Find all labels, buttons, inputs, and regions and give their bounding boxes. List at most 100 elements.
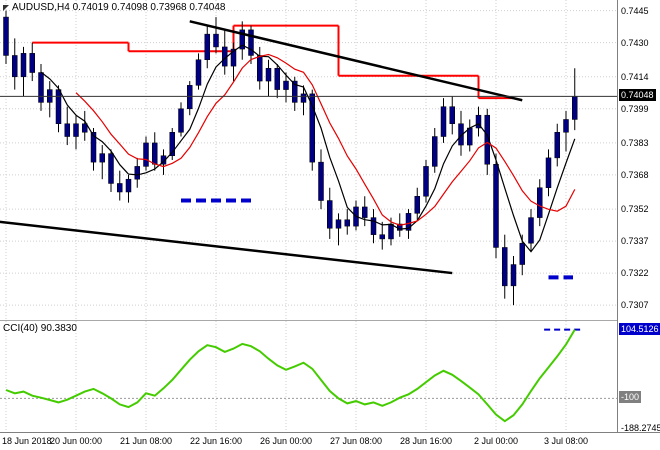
candle-body (502, 247, 508, 287)
candle-body (73, 123, 79, 137)
moving-average-line (75, 53, 576, 226)
price-axis-label: 0.7383 (621, 137, 649, 148)
candle-body (90, 132, 97, 163)
price-axis-label: 0.7322 (621, 268, 649, 279)
cci-value-tag: 104.5126 (619, 322, 660, 335)
candle-body (467, 127, 473, 146)
candle-body (563, 119, 569, 133)
cci-min-label: -188.2745 (621, 423, 660, 434)
candle-body (519, 242, 525, 265)
cci-indicator-pane: CCI(40) 90.3830 (0, 320, 617, 432)
candle-body (388, 223, 394, 240)
candle-body (187, 85, 193, 110)
candle-body (99, 153, 105, 163)
symbol-ohlc-text: AUDUSD,H4 0.74019 0.74098 0.73968 0.7404… (12, 2, 226, 13)
candle-body (537, 187, 543, 218)
chart-marker-icon (3, 4, 9, 11)
candle-body (327, 200, 333, 229)
candle-body (300, 93, 307, 103)
candle-body (510, 264, 517, 287)
price-axis-label: 0.7307 (621, 300, 649, 311)
time-axis-label: 21 Jun 08:00 (119, 436, 173, 446)
candle-body (143, 142, 149, 167)
candle-body (528, 217, 534, 244)
cci-canvas[interactable] (0, 321, 617, 432)
time-axis-label: 3 Jul 08:00 (543, 436, 589, 446)
candle-body (117, 183, 123, 193)
price-axis-label: 0.7399 (621, 103, 649, 114)
candle-body (458, 123, 464, 146)
candle-body (134, 166, 140, 180)
candle-body (12, 55, 18, 78)
candle-body (335, 219, 342, 229)
candle-body (160, 155, 167, 165)
symbol-ohlc-label: AUDUSD,H4 0.74019 0.74098 0.73968 0.7404… (3, 2, 226, 13)
candle-body (545, 157, 552, 188)
price-axis-label: 0.7352 (621, 204, 649, 215)
trendline (189, 20, 523, 102)
cci-indicator-label: CCI(40) 90.3830 (3, 323, 77, 334)
trendline (0, 220, 453, 275)
time-axis-label: 2 Jul 00:00 (473, 436, 519, 446)
candle-body (274, 68, 280, 90)
candle-body (82, 123, 88, 133)
time-axis-label: 22 Jun 16:00 (189, 436, 243, 446)
price-axis-label: 0.7414 (621, 71, 649, 82)
candle-body (257, 55, 263, 82)
candle-body (29, 53, 35, 73)
candle-body (169, 132, 175, 156)
candle-body (379, 234, 385, 240)
candle-body (3, 16, 9, 56)
candle-body (309, 93, 315, 163)
price-axis-label: 0.7430 (621, 37, 649, 48)
price-axis[interactable]: 0.7445 0.7430 0.7414 0.7399 0.7383 0.7368 0.73… (617, 0, 660, 434)
candle-body (484, 114, 490, 165)
candle-body (195, 59, 202, 86)
candle-body (248, 29, 254, 56)
candle-body (493, 164, 499, 248)
candle-body (423, 166, 429, 197)
price-axis-label: 0.7337 (621, 236, 649, 247)
time-axis[interactable]: 18 Jun 2018 20 Jun 00:00 21 Jun 08:00 22 Ju… (0, 432, 660, 450)
candle-body (344, 219, 350, 227)
main-chart-canvas[interactable] (0, 0, 617, 320)
candle-body (213, 33, 219, 48)
cci-line (5, 329, 576, 423)
cci-level-tag: -100 (619, 391, 642, 404)
main-chart-pane: AUDUSD,H4 0.74019 0.74098 0.73968 0.7404… (0, 0, 617, 320)
time-axis-label: 20 Jun 00:00 (49, 436, 103, 446)
candle-body (432, 136, 438, 167)
candle-body (405, 213, 412, 231)
candle-body (318, 161, 324, 201)
candle-body (265, 68, 272, 82)
current-price-tag: 0.74048 (619, 89, 656, 102)
candle-body (370, 217, 377, 235)
candle-body (152, 142, 158, 165)
candle-body (20, 53, 27, 78)
candle-body (204, 33, 210, 60)
candle-body (38, 72, 44, 103)
candle-body (362, 206, 368, 218)
candle-body (283, 80, 289, 90)
candle-body (55, 89, 62, 124)
candle-body (572, 96, 578, 120)
candle-body (178, 108, 184, 133)
time-axis-label: 18 Jun 2018 (2, 436, 52, 446)
candle-body (414, 196, 420, 214)
candle-body (239, 29, 245, 50)
candle-body (230, 48, 237, 67)
price-axis-label: 0.7368 (621, 169, 649, 180)
candle-body (554, 132, 560, 159)
time-axis-label: 26 Jun 00:00 (259, 436, 313, 446)
price-axis-label: 0.7445 (621, 5, 649, 16)
candle-body (64, 123, 70, 137)
candle-body (449, 106, 455, 124)
time-axis-label: 28 Jun 16:00 (399, 436, 453, 446)
candle-body (475, 114, 482, 129)
time-axis-label: 27 Jun 08:00 (329, 436, 383, 446)
candle-body (108, 153, 114, 184)
candle-body (125, 178, 132, 193)
candle-body (292, 80, 298, 103)
candle-body (440, 106, 447, 137)
